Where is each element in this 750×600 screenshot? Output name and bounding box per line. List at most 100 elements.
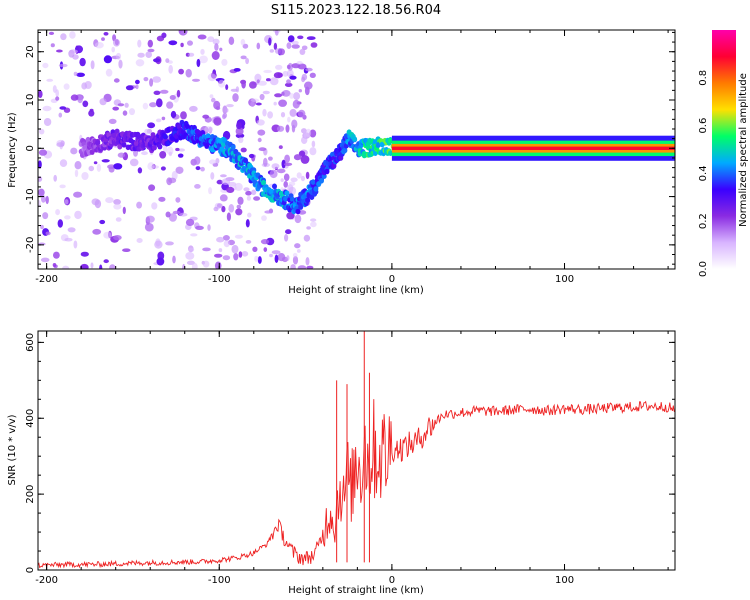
spectrogram-noise-blob: [235, 208, 243, 216]
x-tick-label: -200: [35, 575, 58, 586]
spectrogram-noise-blob: [88, 110, 95, 117]
colorbar: 0.0 0.2 0.4 0.6 0.8 Normalized spectral ampl…: [698, 30, 749, 277]
spectrogram-noise-blob: [294, 214, 302, 224]
spectrogram-noise-blob: [103, 231, 112, 239]
spectrogram-noise-blob: [152, 76, 162, 83]
spectrogram-noise-blob: [223, 240, 230, 248]
spectrogram-noise-blob: [305, 171, 310, 180]
spectrogram-noise-blob: [311, 140, 316, 148]
spectrogram-noise-blob: [291, 119, 298, 129]
spectrogram-noise-blob: [222, 255, 231, 261]
spectrogram-noise-blob: [226, 212, 231, 221]
x-tick-label: 100: [555, 575, 574, 586]
spectrogram-noise-blob: [151, 202, 158, 210]
spectrogram-noise-blob: [288, 181, 296, 187]
spectrogram-ridge-blob: [121, 142, 127, 148]
spectrogram-noise-blob: [280, 178, 284, 183]
spectrogram-noise-blob: [180, 111, 187, 120]
spectrogram-noise-blob: [219, 194, 228, 202]
spectrogram-noise-blob: [226, 104, 234, 108]
spectrogram-noise-blob: [38, 188, 45, 197]
spectrogram-noise-blob: [168, 213, 177, 222]
spectrogram-noise-blob: [166, 101, 174, 109]
spectrogram-noise-blob: [227, 181, 237, 187]
spectrogram-noise-blob: [168, 64, 173, 74]
spectrogram-noise-blob: [252, 246, 258, 252]
spectrogram-noise-blob: [147, 39, 153, 48]
spectrogram-noise-blob: [216, 236, 225, 243]
spectrogram-noise-blob: [259, 93, 265, 101]
spectrogram-noise-blob: [73, 240, 78, 249]
spectrogram-noise-blob: [284, 234, 289, 242]
spectrogram-noise-blob: [188, 52, 195, 57]
spectrogram-noise-blob: [171, 170, 178, 180]
spectrogram-noise-blob: [301, 45, 308, 51]
spectrogram-noise-blob: [300, 155, 310, 164]
spectrogram-noise-blob: [59, 184, 66, 189]
spectrogram-noise-blob: [56, 142, 65, 148]
spectrogram-noise-blob: [39, 128, 45, 135]
spectrogram-ridge-blob: [204, 143, 210, 149]
spectrogram-noise-blob: [304, 81, 313, 90]
spectrogram-noise-blob: [306, 36, 316, 40]
x-tick-label: -200: [35, 274, 58, 285]
spectrogram-noise-blob: [236, 122, 242, 130]
spectrogram-noise-blob: [233, 253, 239, 261]
spectrogram-noise-blob: [287, 116, 291, 123]
y-tick-label: 10: [25, 94, 36, 107]
spectrogram-noise-blob: [238, 136, 244, 144]
colorbar-tick-label: 0.8: [698, 70, 709, 86]
spectrogram-noise-blob: [213, 206, 219, 212]
spectrogram-noise-blob: [214, 261, 222, 269]
spectrogram-noise-blob: [228, 207, 234, 211]
spectrogram-noise-blob: [115, 52, 122, 60]
spectrogram-noise-blob: [99, 98, 107, 106]
spectrogram-noise-blob: [137, 39, 142, 48]
spectrogram-ridge-blob: [185, 123, 190, 130]
spectrogram-noise-blob: [113, 203, 122, 210]
spectrogram-noise-blob: [306, 226, 311, 230]
x-tick-label: 0: [389, 575, 395, 586]
spectrogram-noise-blob: [273, 42, 278, 51]
spectrogram-noise-blob: [221, 205, 226, 213]
spectrogram-noise-blob: [226, 186, 235, 193]
spectrogram-noise-blob: [175, 147, 180, 152]
spectrogram-noise-blob: [147, 122, 156, 129]
spectrogram-noise-blob: [294, 243, 301, 249]
spectrogram-noise-blob: [42, 105, 52, 112]
spectrogram-noise-blob: [58, 63, 68, 68]
spectrogram-noise-blob: [178, 148, 185, 152]
spectrogram-noise-blob: [269, 169, 278, 179]
spectrogram-noise-blob: [215, 106, 221, 111]
spectrogram-noise-blob: [195, 166, 201, 171]
spectrogram-noise-blob: [293, 154, 302, 161]
spectrogram-noise-blob: [190, 233, 198, 237]
spectrogram-noise-blob: [147, 48, 155, 53]
spectrogram-ridge-blob: [290, 196, 295, 203]
spectrogram-noise-blob: [74, 169, 79, 178]
spectrogram-noise-blob: [101, 159, 110, 163]
spectrogram-noise-blob: [268, 37, 272, 46]
spectrogram-noise-blob: [283, 173, 290, 182]
spectrogram-noise-blob: [284, 162, 293, 166]
spectrogram-noise-blob: [70, 94, 79, 101]
spectrogram-noise-blob: [45, 195, 49, 205]
spectrogram-noise-blob: [74, 161, 82, 170]
spectrogram-noise-blob: [231, 244, 239, 254]
spectrogram-noise-blob: [90, 262, 94, 269]
spectrogram-noise-blob: [112, 106, 119, 111]
spectrogram-noise-blob: [305, 257, 310, 266]
spectrogram-noise-blob: [153, 58, 161, 63]
spectrogram-ridge-blob: [95, 140, 101, 146]
y-tick-label: 0: [25, 145, 36, 151]
spectrogram-noise-blob: [305, 67, 313, 72]
spectrogram-noise-blob: [303, 234, 311, 242]
spectrogram-noise-blob: [222, 235, 230, 241]
spectrogram-noise-blob: [55, 96, 60, 101]
snr-line: [38, 399, 675, 569]
colorbar-ticks: 0.0 0.2 0.4 0.6 0.8: [698, 70, 709, 277]
spectrogram-noise-blob: [225, 84, 229, 90]
spectrogram-noise-blob: [257, 137, 262, 143]
spectrogram-noise-blob: [64, 199, 69, 205]
